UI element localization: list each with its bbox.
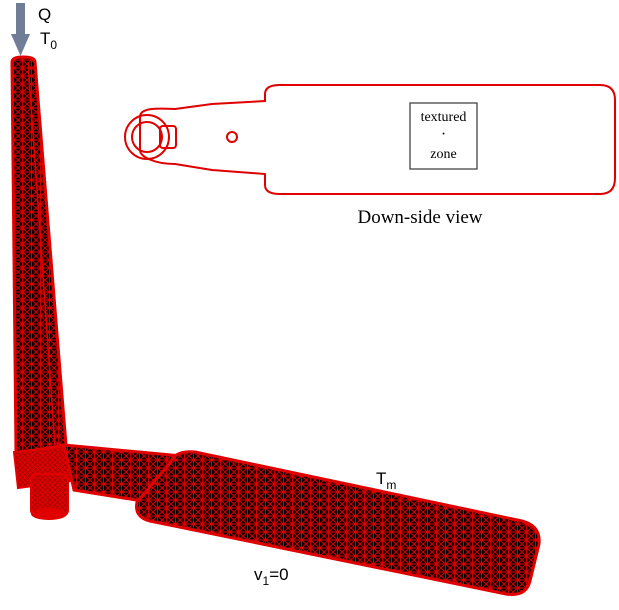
initial-temp-subscript: 0 — [50, 38, 57, 52]
load-arrow — [11, 3, 30, 56]
textured-zone-dot: · — [441, 126, 446, 143]
velocity-subscript: 1 — [263, 574, 270, 588]
hub-joint — [12, 444, 80, 520]
vertical-arm-body — [10, 55, 68, 455]
down-side-outline — [139, 84, 616, 195]
zone-label: zone — [430, 147, 456, 162]
contact-temp-subscript: m — [386, 478, 396, 492]
contact-temp-symbol: T — [376, 469, 386, 488]
arrow-shaft — [16, 3, 25, 37]
down-side-view-caption: Down-side view — [357, 207, 482, 228]
pivot-outer-ring — [124, 114, 170, 160]
pin-hole — [226, 131, 238, 143]
textured-zone-label: textured — [421, 110, 467, 125]
velocity-label: v1=0 — [254, 565, 289, 588]
arrow-head — [11, 34, 30, 56]
contact-temp-label: Tm — [376, 469, 396, 492]
horizontal-arm-rim — [149, 520, 507, 595]
horizontal-arm — [62, 443, 541, 596]
initial-temp-symbol: T — [40, 29, 50, 48]
down-side-view: textured · zone Down-side view — [124, 84, 616, 228]
vertical-arm-edge — [27, 61, 56, 447]
horizontal-arm-body — [135, 450, 541, 596]
velocity-value: =0 — [269, 565, 288, 584]
pivot-inner-ring — [131, 121, 163, 153]
textured-zone-box — [409, 102, 478, 170]
vertical-arm — [10, 55, 68, 455]
hub-base — [31, 508, 67, 520]
force-label: Q — [38, 5, 51, 24]
pivot-slot — [159, 125, 177, 149]
initial-temp-label: T0 — [40, 29, 57, 52]
velocity-symbol: v — [254, 565, 263, 584]
